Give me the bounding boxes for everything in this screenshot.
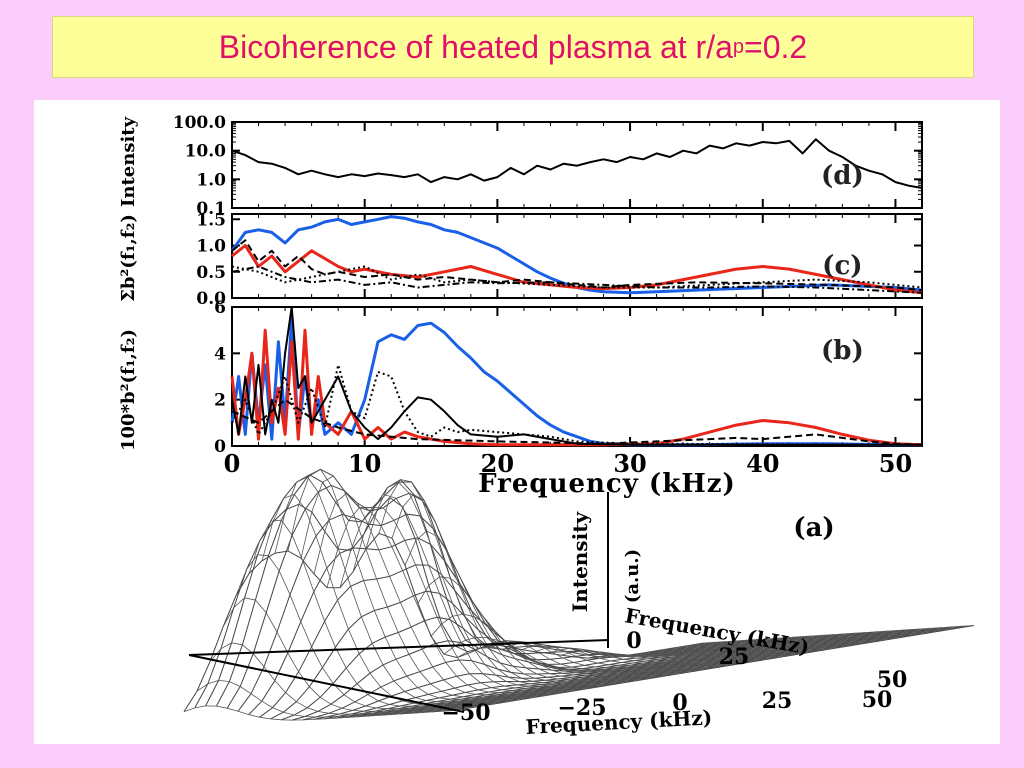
surface-mesh-line [274,476,546,702]
surface-mesh-line [612,640,884,658]
surface-mesh-line [690,627,962,646]
surface-mesh-line [300,475,572,698]
series-line-black-dotted [231,363,923,446]
y-tick-label: 1.0 [196,237,226,257]
x-axis-label: Frequency (kHz) [478,469,736,499]
y-tick-label: 0 [214,437,226,457]
surface-mesh-line [521,644,793,666]
series-line-black-dashed [231,239,923,292]
x-tick-label: 40 [746,449,779,478]
y-axis-label-sum-bicoherence: Σb²(f₁,f₂) [118,214,139,302]
surface-mesh-line [456,647,728,675]
surface-mesh-line [417,576,689,680]
figure-panel: 100.0 10.0 1.0 0.1 (d) 1.5 1.0 0.5 0.0 (c) 6 4 2 0 (b)… [34,100,1000,744]
y-tick-label: 2 [214,391,226,411]
surface-mesh-line [560,648,832,660]
surface-mesh-line [339,507,611,691]
series-line-blue-solid [230,215,923,295]
panel-tag-a: (a) [793,513,834,543]
surface-mesh-line [651,633,923,652]
x-tick-label: 0 [224,449,241,478]
y-tick-label: 1.0 [196,170,226,190]
y-axis-label-bicoherence: 100*b²(f₁,f₂) [118,329,139,451]
depth-axis-tick-label: 50 [877,667,908,693]
surface-mesh-line [183,705,455,721]
front-axis-label: Frequency (kHz) [525,705,713,739]
panel-d: 100.0 10.0 1.0 0.1 (d) [173,113,923,219]
y-tick-label: 1.5 [196,210,226,230]
surface-base-edge [188,639,610,656]
y-tick-label: 4 [214,344,226,364]
front-axis-tick-label: 25 [762,688,793,714]
slide-title-main: Bicoherence of heated plasma at r/a [218,28,733,65]
y-tick-label: 10.0 [185,142,227,162]
series-line-black-dash-dot [231,265,923,294]
y-axis-label-intensity: Intensity [118,116,139,207]
series-line-black-dashed [231,398,923,446]
surface-mesh-line [391,493,663,684]
surface-mesh-line [313,492,585,696]
surface-mesh-line [547,648,819,662]
x-tick-label: 10 [348,449,381,478]
y-tick-label: 0.5 [196,263,226,283]
front-axis-tick-label: −25 [557,695,606,721]
y-tick-label: 100.0 [173,113,226,133]
surface-mesh-line [664,631,936,650]
panel-tag: (c) [822,251,862,281]
x-tick-label: 20 [481,449,514,478]
series-line-black-solid [231,138,923,189]
surface-mesh-line [508,642,780,668]
slide-title: Bicoherence of heated plasma at r/a p =0.… [52,16,974,78]
surface-base-edge [188,654,465,713]
front-axis-tick-label: −50 [441,700,490,726]
surface-mesh-line [495,640,767,670]
y-tick-label: 0.0 [196,289,226,309]
bicoherence-figure: 100.010.01.00.1(d)1.51.00.50.0(c)6420(b)… [118,113,975,739]
surface-mesh-line [638,635,910,654]
z-axis-label-units: (a.u.) [622,549,643,603]
surface-mesh-line [703,625,975,644]
front-axis-tick-label: 50 [862,687,893,713]
panel-a-surface: Intensity (a.u.)(a)Frequency (kHz)02550−5… [183,468,975,739]
surface-mesh-line [443,636,715,676]
surface-mesh-line [625,637,897,656]
surface-mesh-line [404,530,676,682]
surface-mesh-line [196,679,468,718]
surface-mesh-line [482,642,754,672]
surface-mesh-line [209,642,481,715]
surface-mesh-line [287,468,559,700]
surface-mesh-line [430,613,702,678]
surface-mesh-line [352,494,624,689]
surface-mesh-line [573,646,845,658]
surface-mesh-line [222,597,494,712]
x-tick-label: 50 [879,449,912,478]
x-tick-label: 30 [613,449,646,478]
surface-mesh-line [677,629,949,648]
surface-mesh-line [469,646,741,673]
panel-tag: (d) [821,161,864,191]
z-axis-label-intensity: Intensity [568,511,592,612]
panel-c: 1.5 1.0 0.5 0.0 (c) [196,210,923,309]
depth-axis-tick-label: 0 [626,628,641,654]
series-line-black-dotted [231,265,923,289]
panel-tag: (b) [821,336,864,366]
surface-mesh-line [378,479,650,686]
front-axis-tick-label: 0 [672,690,687,716]
y-tick-label: 0.1 [196,199,226,219]
y-tick-label: 6 [214,298,226,318]
slide-title-subscript: p [732,35,745,58]
surface-mesh-line [235,554,507,710]
depth-axis-tick-label: 25 [719,644,750,670]
surface-mesh-line [248,519,520,707]
slide-title-tail: =0.2 [744,28,808,65]
